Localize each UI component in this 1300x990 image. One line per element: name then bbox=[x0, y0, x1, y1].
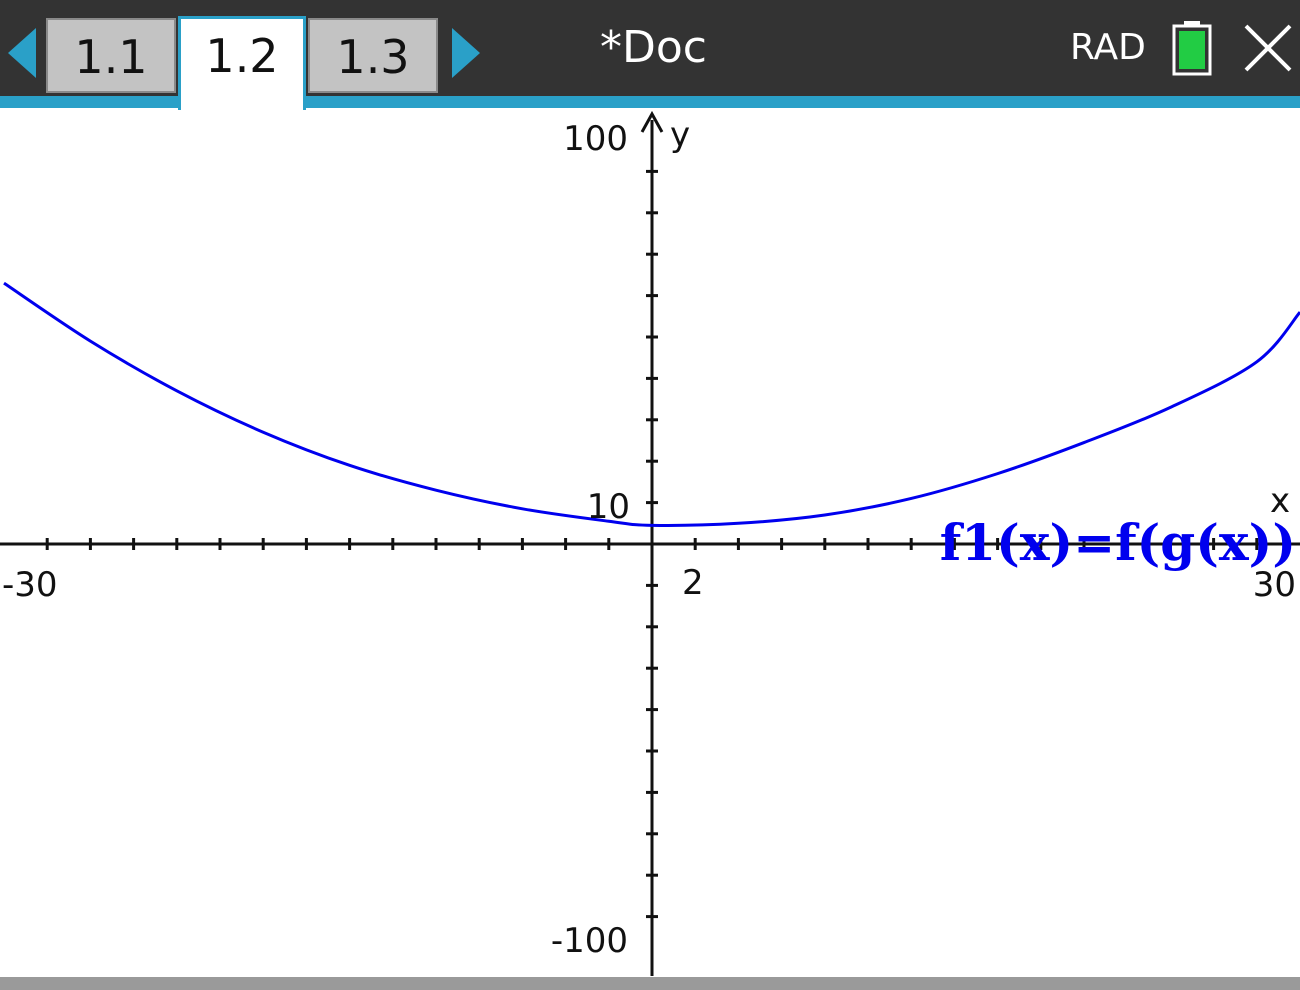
close-icon[interactable] bbox=[1240, 20, 1296, 76]
left-arrow-icon[interactable] bbox=[8, 28, 36, 78]
y-max-label: 100 bbox=[563, 119, 628, 159]
y-axis-arrow bbox=[640, 110, 664, 133]
function-curve[interactable] bbox=[3, 281, 1300, 527]
y-scale-label: 10 bbox=[587, 487, 630, 527]
x-axis-name: x bbox=[1270, 481, 1290, 521]
document-title: *Doc bbox=[600, 22, 707, 73]
tab-1-3[interactable]: 1.3 bbox=[308, 18, 438, 93]
right-arrow-icon[interactable] bbox=[452, 28, 480, 78]
tab-1-1[interactable]: 1.1 bbox=[46, 18, 176, 93]
x-min-label: -30 bbox=[2, 565, 58, 605]
bottom-border bbox=[0, 977, 1300, 990]
title-bar: 1.1 1.2 1.3 *Doc RAD bbox=[0, 0, 1300, 110]
x-scale-label: 2 bbox=[682, 563, 704, 603]
y-min-label: -100 bbox=[551, 921, 628, 961]
battery-icon bbox=[1172, 21, 1212, 76]
graph-canvas[interactable]: 100 -100 10 -30 30 2 y x f1(x)=f(g(x)) bbox=[0, 108, 1300, 980]
tab-accent-bar bbox=[0, 96, 1300, 108]
tab-1-2[interactable]: 1.2 bbox=[178, 16, 306, 110]
function-label[interactable]: f1(x)=f(g(x)) bbox=[940, 513, 1296, 572]
angle-mode-indicator: RAD bbox=[1070, 27, 1146, 68]
x-max-label: 30 bbox=[1253, 565, 1296, 605]
y-axis-name: y bbox=[670, 115, 690, 155]
